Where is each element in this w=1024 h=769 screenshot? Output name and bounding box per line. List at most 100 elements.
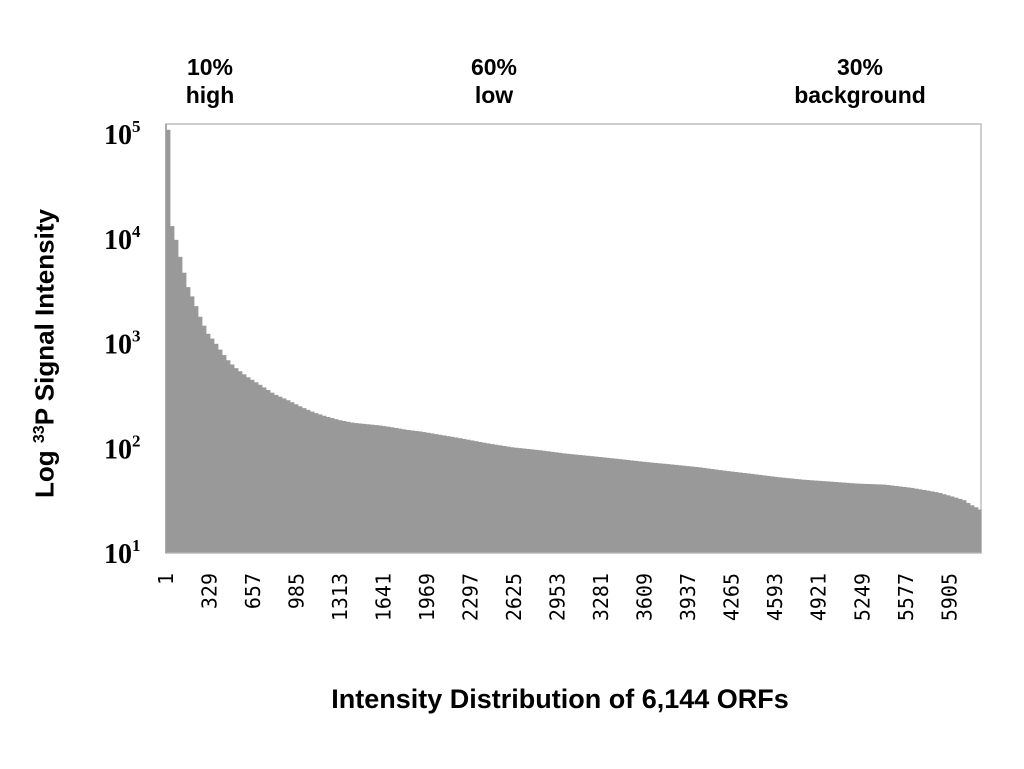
bar <box>182 272 187 553</box>
bar <box>730 471 735 553</box>
bar <box>702 467 707 553</box>
annotation-background-pct: 30% <box>836 54 884 80</box>
bar <box>634 460 639 553</box>
bar <box>602 457 607 553</box>
bar <box>782 477 787 553</box>
bar <box>958 498 963 553</box>
bar <box>642 461 647 553</box>
bar <box>358 423 363 553</box>
bar <box>418 431 423 553</box>
bar <box>890 485 895 553</box>
bar <box>262 387 267 553</box>
bar <box>386 426 391 553</box>
bar <box>214 343 219 553</box>
bar <box>314 413 319 553</box>
x-tick-label: 985 <box>285 573 309 609</box>
y-tick-label: 101 <box>104 536 141 570</box>
bar <box>166 129 171 553</box>
y-tick-labels: 101 102 103 104 105 <box>104 117 141 570</box>
bar <box>414 430 419 553</box>
y-axis-label: Log 33P Signal Intensity <box>30 174 61 534</box>
bar <box>174 239 179 554</box>
annotation-high-label: high <box>185 82 235 108</box>
bar <box>594 456 599 553</box>
bar <box>570 454 575 553</box>
bar <box>338 420 343 553</box>
bar <box>354 423 359 553</box>
bar <box>838 482 843 553</box>
bar <box>666 464 671 553</box>
bar <box>342 421 347 553</box>
bar <box>578 454 583 553</box>
bar <box>470 440 475 553</box>
y-tick-exponent: 5 <box>132 117 141 136</box>
bar <box>950 496 955 553</box>
y-tick-label: 104 <box>104 222 141 256</box>
bar <box>518 448 523 553</box>
bar <box>646 462 651 553</box>
bar <box>622 459 627 553</box>
bar <box>966 502 971 553</box>
annotation-background: 30% background <box>780 53 940 109</box>
bar <box>238 371 243 553</box>
bar <box>302 408 307 553</box>
bar <box>486 443 491 553</box>
bar <box>306 409 311 553</box>
bar <box>614 458 619 553</box>
bar <box>718 470 723 553</box>
bar <box>862 483 867 553</box>
bar <box>826 481 831 553</box>
bar <box>770 476 775 553</box>
bar <box>830 481 835 553</box>
bar <box>698 467 703 553</box>
bar <box>882 484 887 553</box>
bar <box>818 480 823 553</box>
x-tick-label: 5249 <box>850 573 874 621</box>
bar <box>322 415 327 553</box>
bar <box>778 477 783 553</box>
y-axis-label-suffix: P Signal Intensity <box>29 209 60 426</box>
bar <box>326 417 331 553</box>
bar-series <box>166 129 982 554</box>
bar <box>234 368 239 553</box>
bar <box>842 482 847 553</box>
bar <box>866 483 871 553</box>
bar <box>654 462 659 553</box>
x-tick-label: 329 <box>198 573 222 609</box>
bar <box>258 384 263 553</box>
x-tick-label: 3937 <box>676 573 700 621</box>
bar <box>930 491 935 553</box>
bar <box>330 418 335 553</box>
bar <box>970 505 975 553</box>
x-axis-label: Intensity Distribution of 6,144 ORFs <box>331 684 789 714</box>
bar <box>898 486 903 553</box>
bar <box>442 435 447 553</box>
bar <box>294 404 299 553</box>
bar <box>318 414 323 553</box>
bar <box>362 423 367 553</box>
bar <box>742 472 747 553</box>
bar <box>810 480 815 553</box>
bar <box>650 462 655 553</box>
bar <box>794 478 799 553</box>
bar <box>186 287 191 553</box>
bar <box>786 478 791 553</box>
bar <box>490 444 495 553</box>
bar <box>250 379 255 553</box>
x-tick-label: 1641 <box>372 573 396 621</box>
bar <box>846 482 851 553</box>
bar <box>746 473 751 553</box>
bar <box>230 364 235 553</box>
bar <box>710 469 715 553</box>
bar <box>678 465 683 553</box>
bar <box>694 466 699 553</box>
bar <box>474 441 479 553</box>
bar <box>426 432 431 553</box>
bar <box>502 445 507 553</box>
bar <box>286 400 291 553</box>
y-axis-label-superscript: 33 <box>30 425 48 444</box>
bar <box>918 489 923 553</box>
bar <box>254 382 259 553</box>
bar <box>934 492 939 553</box>
bar <box>926 490 931 553</box>
